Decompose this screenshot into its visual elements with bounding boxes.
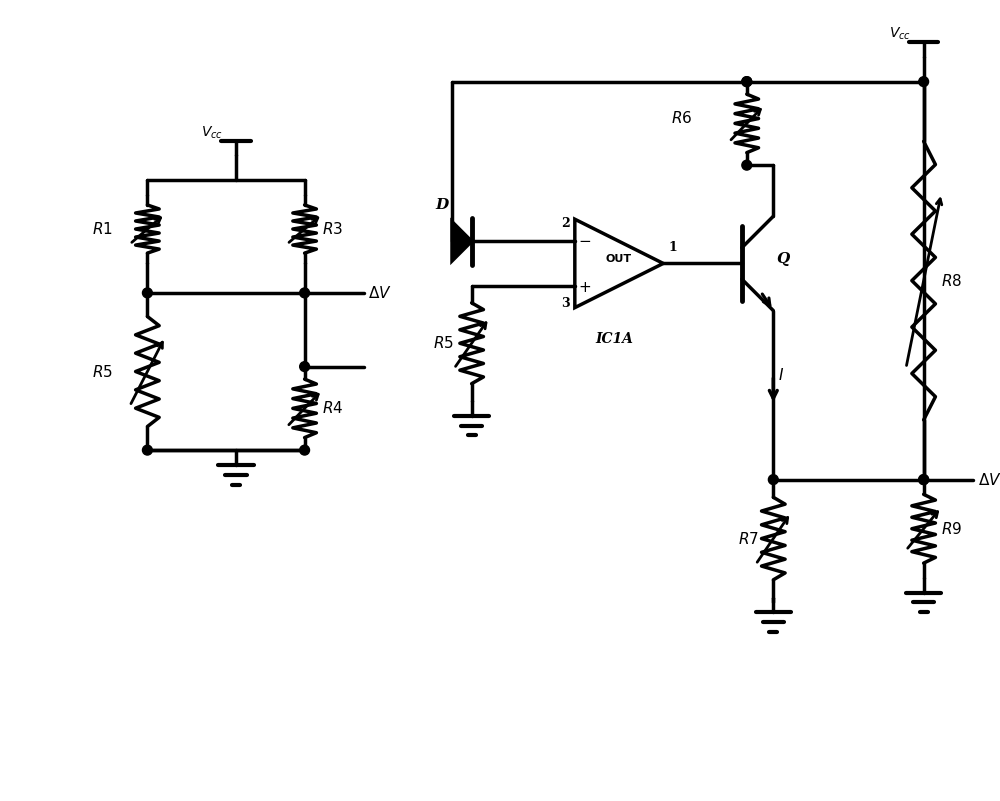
Circle shape (300, 288, 310, 298)
Text: $R7$: $R7$ (738, 530, 759, 546)
Circle shape (919, 77, 929, 87)
Text: OUT: OUT (606, 253, 632, 264)
Text: $R4$: $R4$ (322, 400, 344, 417)
Circle shape (919, 475, 929, 485)
Text: Q: Q (776, 252, 790, 265)
Text: 2: 2 (561, 216, 570, 230)
Text: 1: 1 (668, 240, 677, 254)
Text: $V_{cc}$: $V_{cc}$ (889, 26, 911, 42)
Text: $R5$: $R5$ (92, 364, 113, 380)
Text: $\Delta V$: $\Delta V$ (978, 472, 1000, 488)
Text: $V_{cc}$: $V_{cc}$ (201, 124, 224, 141)
Polygon shape (452, 222, 472, 261)
Text: $\Delta V$: $\Delta V$ (368, 360, 386, 372)
Circle shape (919, 475, 929, 485)
Text: $I$: $I$ (778, 368, 784, 384)
Text: $R5$: $R5$ (433, 336, 454, 352)
Text: $\Delta V$: $\Delta V$ (368, 285, 392, 301)
Circle shape (142, 288, 152, 298)
Text: IC1A: IC1A (595, 332, 633, 346)
Text: $+$: $+$ (578, 280, 591, 295)
Circle shape (742, 160, 752, 170)
Text: 3: 3 (561, 297, 570, 310)
Circle shape (300, 445, 310, 455)
Text: $R8$: $R8$ (941, 272, 963, 288)
Circle shape (300, 362, 310, 372)
Circle shape (742, 77, 752, 87)
Text: $R3$: $R3$ (322, 221, 343, 237)
Circle shape (742, 77, 752, 87)
Text: D: D (436, 198, 449, 211)
Text: $R6$: $R6$ (671, 111, 693, 127)
Text: $-$: $-$ (578, 231, 591, 247)
Circle shape (142, 445, 152, 455)
Circle shape (768, 475, 778, 485)
Text: $R9$: $R9$ (941, 521, 963, 537)
Text: $R1$: $R1$ (92, 221, 113, 237)
